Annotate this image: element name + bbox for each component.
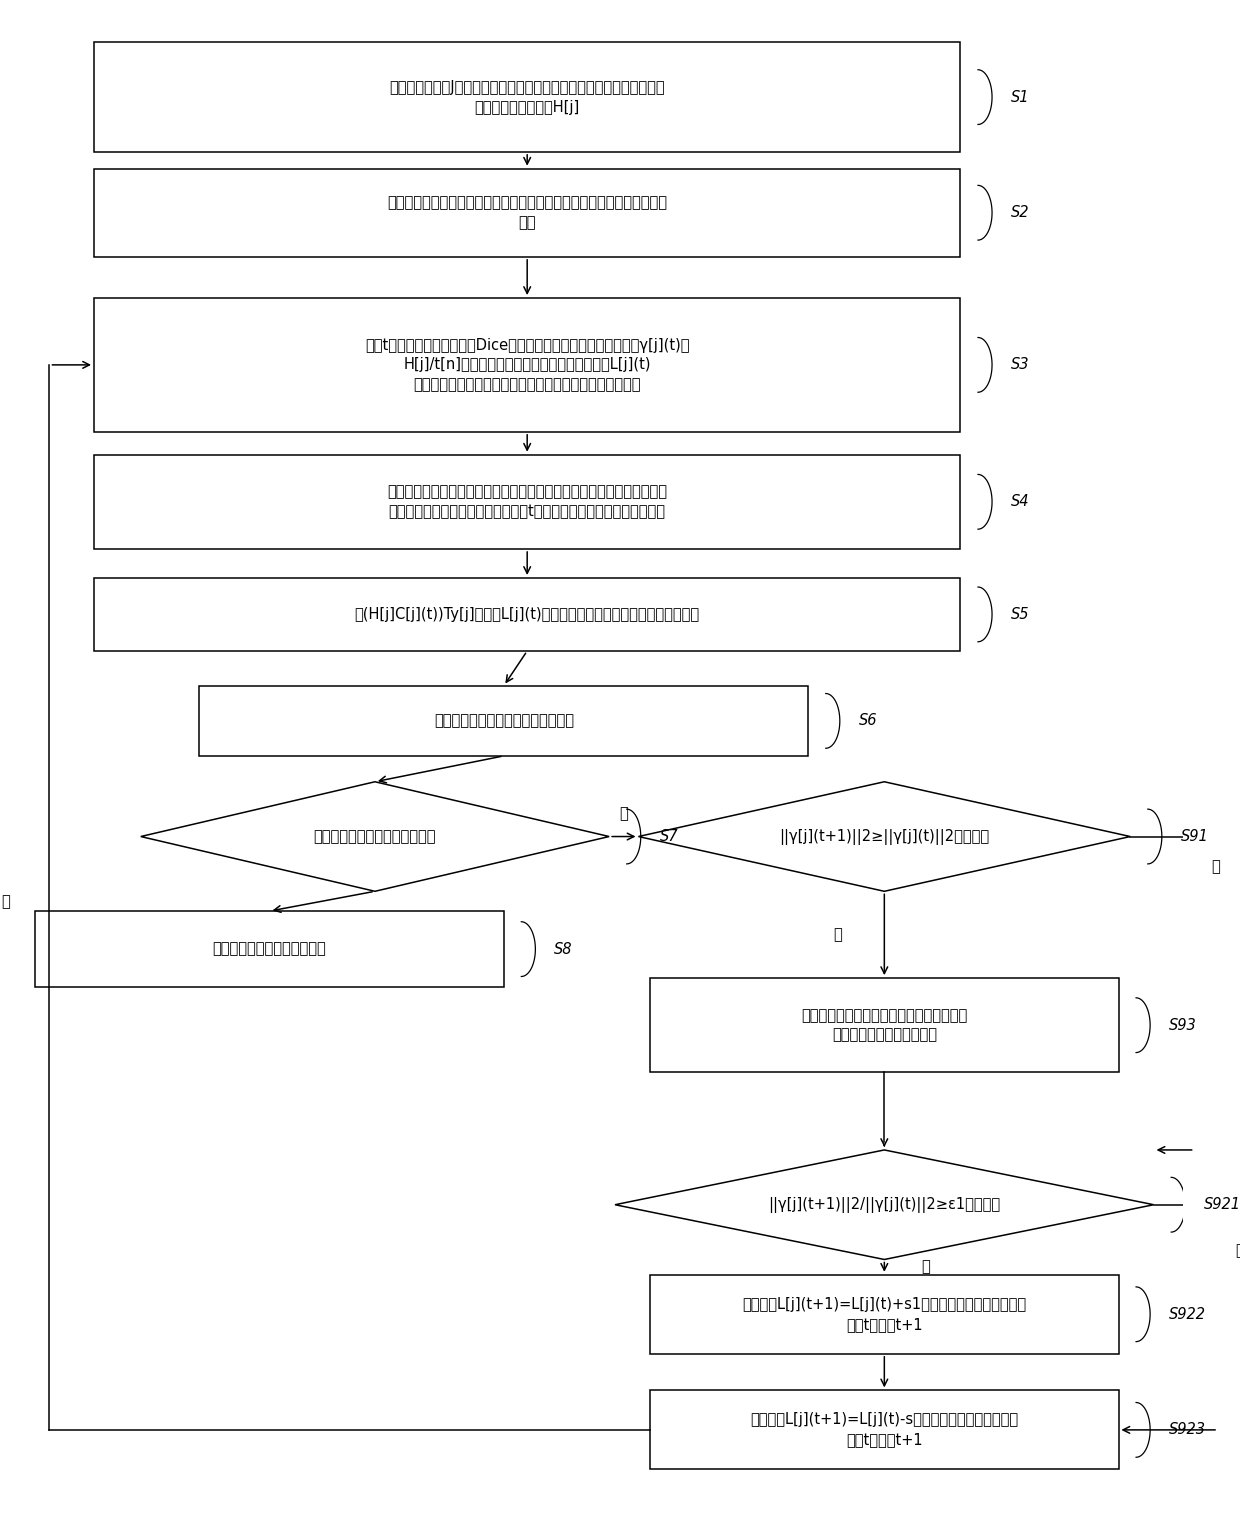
Bar [94,455,961,550]
Text: 基站接收连续的J个时隙的接收信号，并针对每一时隙的接收信号获取其
对应的等效信道矩阵H[j]: 基站接收连续的J个时隙的接收信号，并针对每一时隙的接收信号获取其 对应的等效信道… [389,79,665,115]
Text: S921: S921 [1204,1197,1240,1212]
Text: S922: S922 [1169,1307,1205,1322]
Text: S93: S93 [1169,1017,1197,1032]
Polygon shape [141,782,609,892]
Bar [200,686,808,756]
Text: 否: 否 [620,806,629,822]
Text: ||γ[j](t+1)||2≥||γ[j](t)||2是否成立: ||γ[j](t+1)||2≥||γ[j](t)||2是否成立 [779,829,990,844]
Bar [94,168,961,257]
Bar [650,977,1118,1072]
Text: 是: 是 [1,893,10,909]
Text: 将初始支撑集和前一次迭代过程中得到的最终支撑集进行合并更新，从而
针对每一时隙的接收信号得到其在第t次迭代过程中所对应的备选支撑集: 将初始支撑集和前一次迭代过程中得到的最终支撑集进行合并更新，从而 针对每一时隙的… [387,484,667,519]
Text: S6: S6 [858,713,877,728]
Text: S8: S8 [554,942,573,956]
Text: 将当前迭过程中更新得到的残差信号更新为
下一次迭代的初始残差信号: 将当前迭过程中更新得到的残差信号更新为 下一次迭代的初始残差信号 [801,1008,967,1043]
Polygon shape [615,1150,1153,1260]
Text: S91: S91 [1180,829,1208,844]
Bar [94,577,961,651]
Bar [94,43,961,151]
Bar [650,1275,1118,1354]
Bar [650,1391,1118,1469]
Text: 根据公式L[j](t+1)=L[j](t)+s1，进行活跃用户数的更新，
并将t更新为t+1: 根据公式L[j](t+1)=L[j](t)+s1，进行活跃用户数的更新， 并将t… [743,1296,1027,1332]
Text: S1: S1 [1011,90,1029,105]
Text: 在第t次迭代过程中利用广义Dice系数匹配准则计算当前的残差信号γ[j](t)与
H[j]/t[n]之间的相关系数，并从相关系数中选出L[j](t)
个最大值所: 在第t次迭代过程中利用广义Dice系数匹配准则计算当前的残差信号γ[j](t)与… [365,337,689,392]
Bar [36,912,503,986]
Text: S923: S923 [1169,1422,1205,1437]
Text: 利用获取的最终支撑集更新残差信号: 利用获取的最终支撑集更新残差信号 [434,713,574,728]
Text: S3: S3 [1011,357,1029,373]
Text: 根据公式L[j](t+1)=L[j](t)-s，进行活跃用户数的更新，
并将t更新为t+1: 根据公式L[j](t+1)=L[j](t)-s，进行活跃用户数的更新， 并将t更… [750,1412,1018,1448]
Text: S2: S2 [1011,205,1029,220]
Text: ||γ[j](t+1)||2/||γ[j](t)||2≥ε1是否成立: ||γ[j](t+1)||2/||γ[j](t)||2≥ε1是否成立 [769,1197,1001,1212]
Polygon shape [639,782,1130,892]
Text: S7: S7 [660,829,678,844]
Text: 针对每一时隙的接收信号，初始化活跃用户支撑集、残差信号以及活跃用
户数: 针对每一时隙的接收信号，初始化活跃用户支撑集、残差信号以及活跃用 户数 [387,195,667,231]
Text: S4: S4 [1011,495,1029,510]
Text: 是: 是 [1211,860,1220,875]
Text: S5: S5 [1011,606,1029,621]
Text: 是: 是 [921,1260,930,1275]
Text: 计算对应接收信号的恢复信号: 计算对应接收信号的恢复信号 [213,942,326,956]
Text: 从(H[j]C[j](t))Ty[j]中选取L[j](t)个最大值所对应的索引值放入最终支撑集: 从(H[j]C[j](t))Ty[j]中选取L[j](t)个最大值所对应的索引值… [355,606,699,621]
Text: 判断当前是否满足迭代停止条件: 判断当前是否满足迭代停止条件 [314,829,436,844]
Text: 否: 否 [833,927,842,942]
Bar [94,298,961,432]
Text: 否: 否 [1235,1243,1240,1258]
